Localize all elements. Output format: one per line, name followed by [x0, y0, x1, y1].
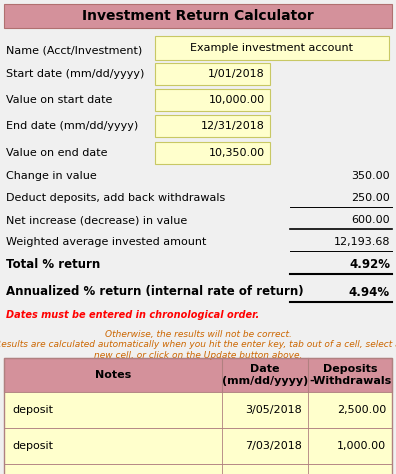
Text: Notes: Notes	[95, 370, 131, 380]
Text: 4.94%: 4.94%	[349, 285, 390, 299]
Text: Start date (mm/dd/yyyy): Start date (mm/dd/yyyy)	[6, 69, 145, 79]
Text: 1,000.00: 1,000.00	[337, 441, 386, 451]
Text: Otherwise, the results will not be correct.
Results are calculated automatically: Otherwise, the results will not be corre…	[0, 330, 396, 360]
Text: 1/01/2018: 1/01/2018	[208, 69, 265, 79]
Text: 12,193.68: 12,193.68	[333, 237, 390, 247]
Text: 250.00: 250.00	[351, 193, 390, 203]
Bar	[4, 392, 392, 428]
Text: Value on end date: Value on end date	[6, 148, 107, 158]
Text: 350.00: 350.00	[351, 171, 390, 181]
Bar	[4, 428, 392, 464]
Text: 7/03/2018: 7/03/2018	[245, 441, 302, 451]
Text: 12/31/2018: 12/31/2018	[201, 121, 265, 131]
Text: 3/05/2018: 3/05/2018	[245, 405, 302, 415]
Text: deposit: deposit	[12, 441, 53, 451]
Text: Dates must be entered in chronological order.: Dates must be entered in chronological o…	[6, 310, 259, 320]
Text: Net increase (decrease) in value: Net increase (decrease) in value	[6, 215, 187, 225]
Bar	[155, 142, 270, 164]
Bar	[155, 89, 270, 111]
Text: Name (Acct/Investment): Name (Acct/Investment)	[6, 45, 142, 55]
Bar	[155, 63, 270, 85]
Text: Investment Return Calculator: Investment Return Calculator	[82, 9, 314, 23]
Text: 600.00: 600.00	[351, 215, 390, 225]
Bar	[155, 115, 270, 137]
Text: Value on start date: Value on start date	[6, 95, 112, 105]
Text: Annualized % return (internal rate of return): Annualized % return (internal rate of re…	[6, 285, 304, 299]
Text: Deposits
-Withdrawals: Deposits -Withdrawals	[309, 364, 391, 386]
Text: 10,000.00: 10,000.00	[209, 95, 265, 105]
Text: Example investment account: Example investment account	[190, 43, 354, 53]
Text: 10,350.00: 10,350.00	[209, 148, 265, 158]
Text: Change in value: Change in value	[6, 171, 97, 181]
Text: Deduct deposits, add back withdrawals: Deduct deposits, add back withdrawals	[6, 193, 225, 203]
Text: Weighted average invested amount: Weighted average invested amount	[6, 237, 206, 247]
Text: deposit: deposit	[12, 405, 53, 415]
Text: End date (mm/dd/yyyy): End date (mm/dd/yyyy)	[6, 121, 138, 131]
Text: Date
(mm/dd/yyyy): Date (mm/dd/yyyy)	[222, 364, 308, 386]
Text: 2,500.00: 2,500.00	[337, 405, 386, 415]
Bar	[4, 4, 392, 28]
Bar	[155, 36, 389, 60]
Text: 4.92%: 4.92%	[349, 257, 390, 271]
Bar	[4, 464, 392, 474]
Bar	[4, 358, 392, 392]
Text: Total % return: Total % return	[6, 257, 100, 271]
Bar	[4, 358, 392, 474]
